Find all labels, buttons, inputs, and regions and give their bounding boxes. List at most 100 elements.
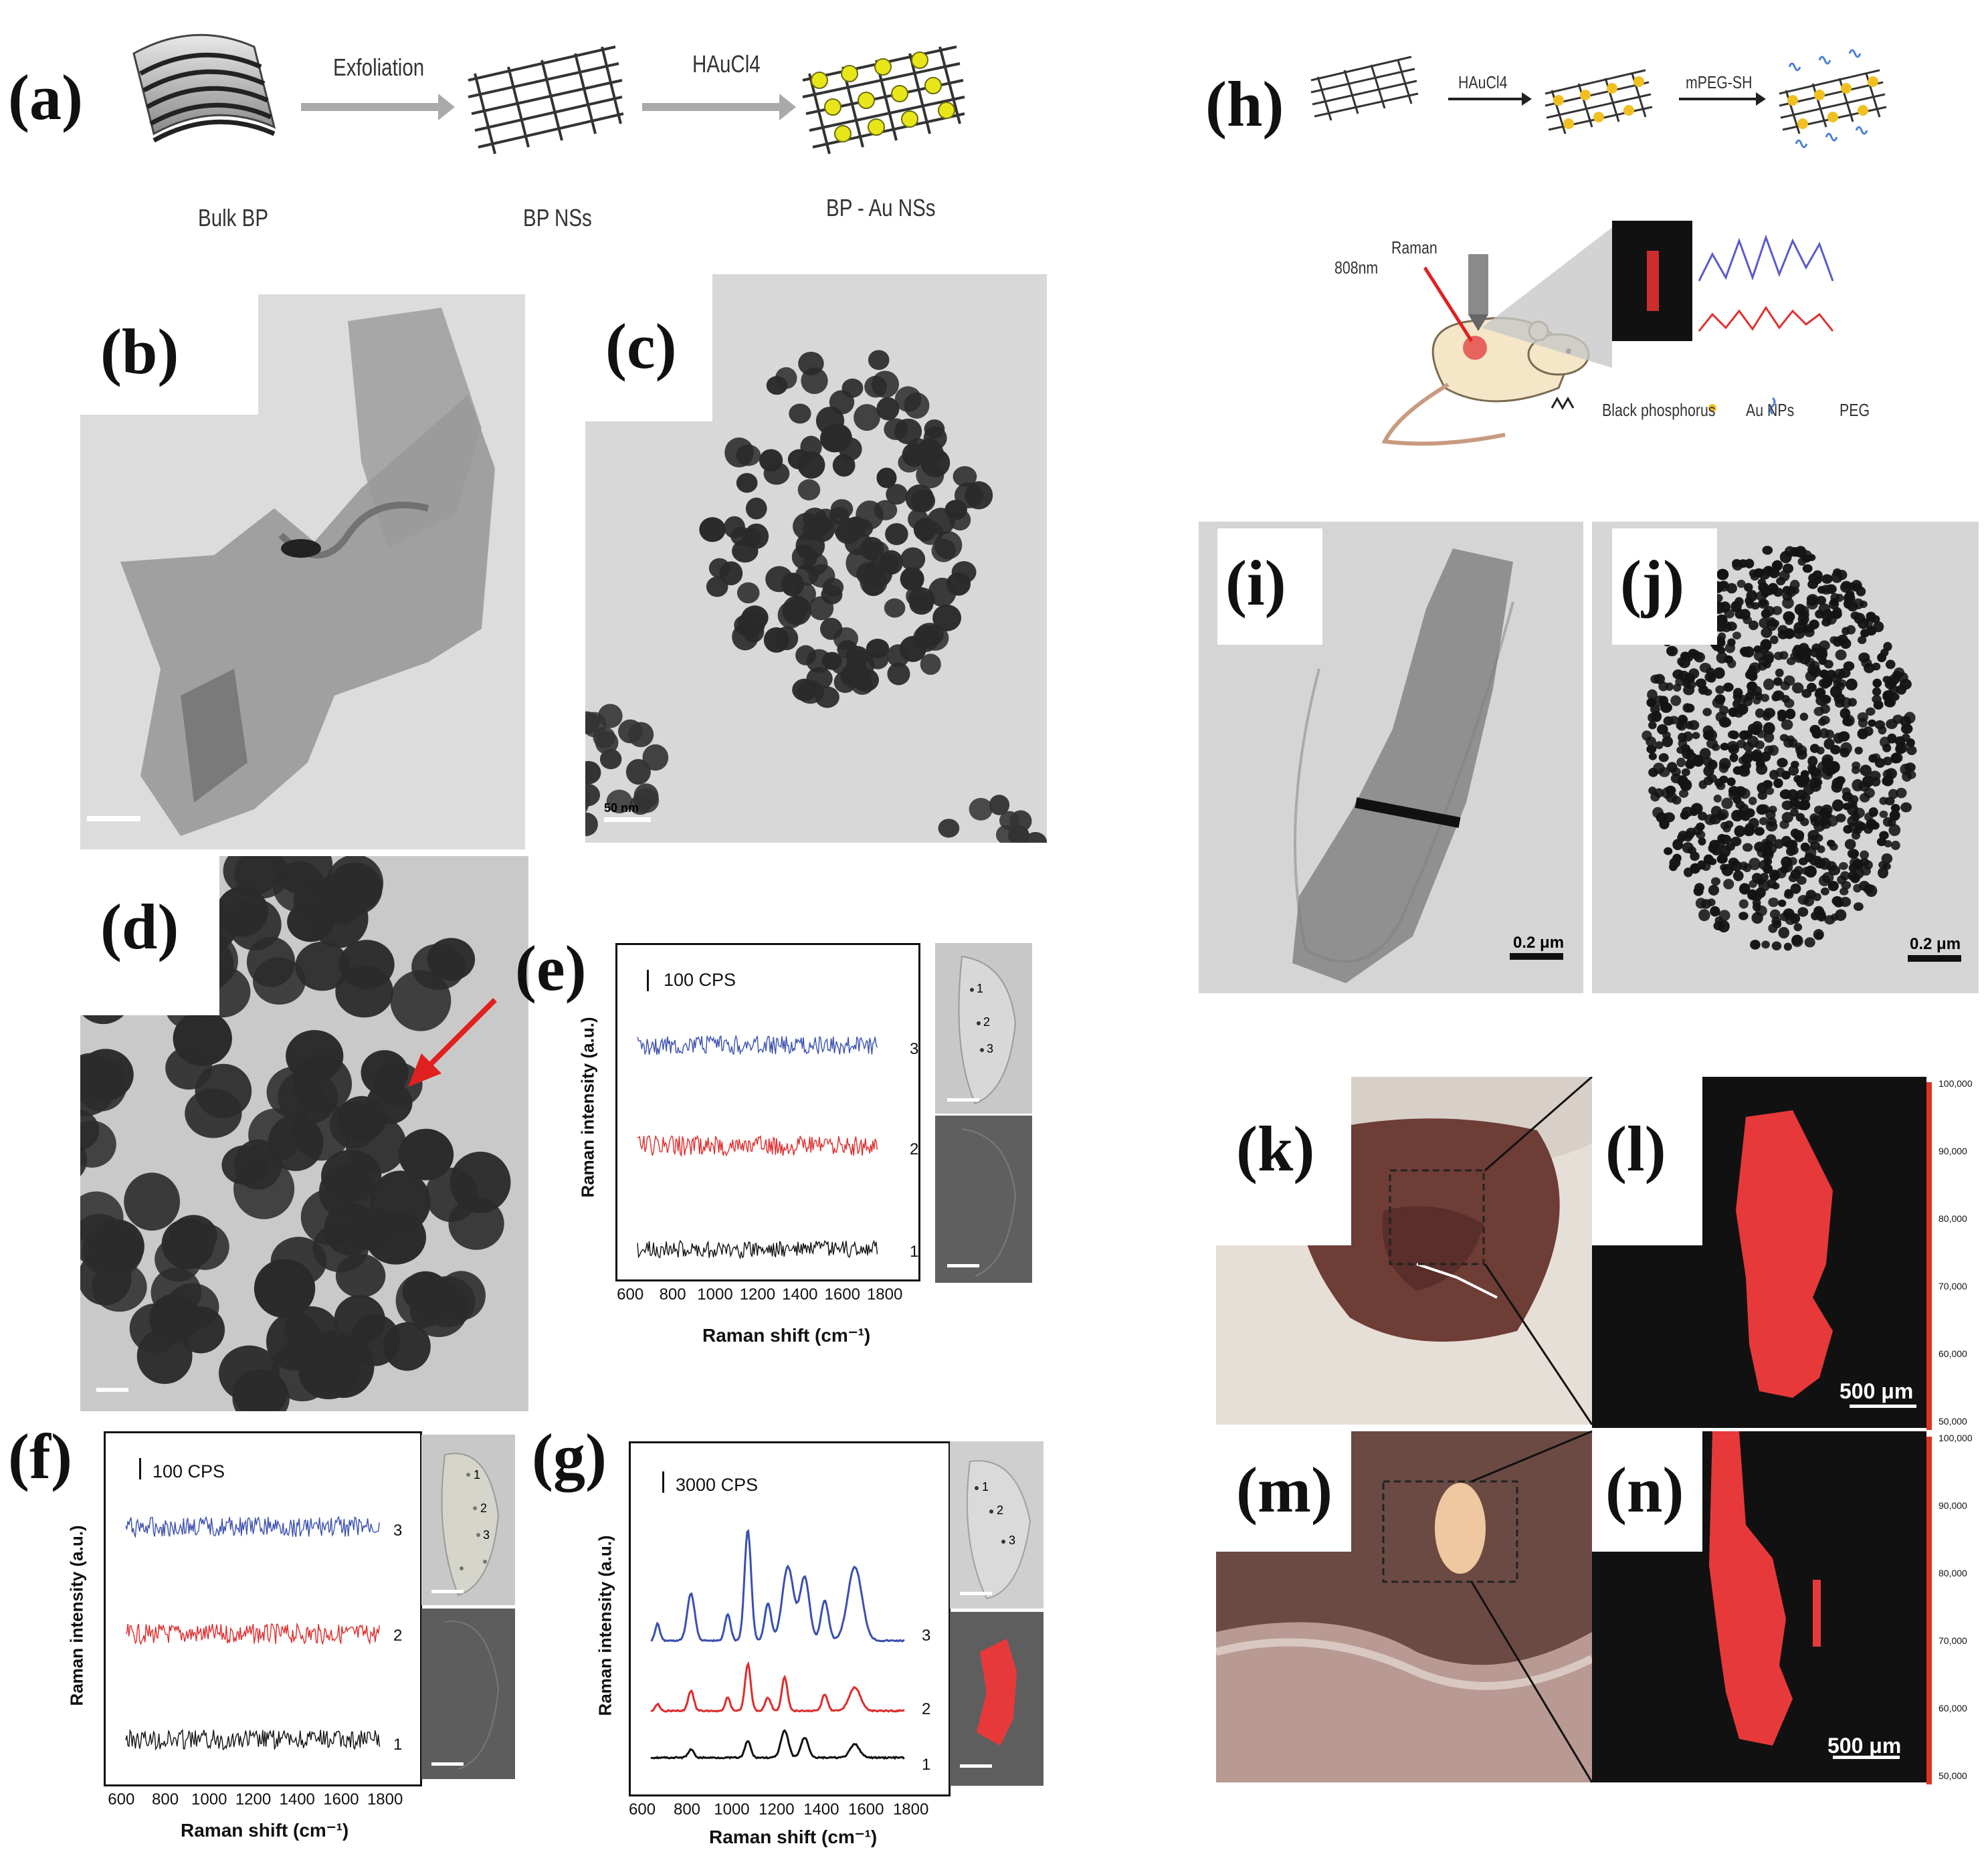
x-tick-label: 1600 xyxy=(824,1285,860,1304)
x-tick-label: 1400 xyxy=(279,1790,315,1809)
cell-image-e-dark xyxy=(935,1116,1032,1283)
nanoparticle xyxy=(1696,830,1706,839)
nanoparticle xyxy=(1829,636,1839,644)
nanoparticle xyxy=(1730,730,1739,740)
panel-label-k: (k) xyxy=(1216,1077,1351,1245)
raman-trace xyxy=(637,1034,878,1055)
scale-label-n: 500 μm xyxy=(1827,1734,1902,1758)
nanoparticle xyxy=(1724,820,1734,829)
nanoparticle xyxy=(1842,787,1851,796)
nanoparticle xyxy=(1835,909,1847,921)
nanoparticle xyxy=(350,1314,401,1366)
cell-point-f-2: 2 xyxy=(480,1502,488,1515)
nanoparticle xyxy=(1648,752,1657,760)
nanoparticle xyxy=(885,523,908,546)
nanoparticle xyxy=(856,500,884,530)
nanoparticle xyxy=(928,577,957,607)
x-tick-label: 1800 xyxy=(892,1800,929,1819)
nanoparticle xyxy=(1840,896,1852,908)
nanoparticle xyxy=(1763,722,1775,735)
nanoparticle xyxy=(1777,629,1789,639)
nanoparticle xyxy=(1685,720,1694,730)
nanoparticle xyxy=(365,1210,427,1265)
trace-label-e-3: 3 xyxy=(910,1040,919,1058)
nanoparticle xyxy=(1023,831,1047,843)
nanoparticle xyxy=(1748,889,1757,899)
nanoparticle xyxy=(1648,698,1657,707)
cell-image-f-bright: 1 2 3 xyxy=(421,1435,515,1605)
raman-trace xyxy=(650,1661,905,1713)
colorbar-tick-label: 100,000 xyxy=(1939,1078,1973,1089)
panel-label-e: (e) xyxy=(515,932,587,1004)
nanoparticle xyxy=(1751,602,1760,610)
trace-label-f-2: 2 xyxy=(393,1627,403,1645)
nanoparticle xyxy=(1759,872,1769,882)
nanoparticle xyxy=(945,500,967,520)
label-bp-au-nss: BP - Au NSs xyxy=(826,194,936,221)
nanoparticle xyxy=(173,1011,232,1066)
nanoparticle xyxy=(1664,847,1673,855)
nanoparticle xyxy=(1786,735,1795,743)
nanoparticle xyxy=(1819,704,1831,714)
nanoparticle xyxy=(1770,635,1779,645)
nanoparticle xyxy=(1748,797,1757,805)
nanoparticle xyxy=(1802,625,1811,633)
nanoparticle xyxy=(1759,646,1769,655)
x-tick-label: 1600 xyxy=(323,1790,359,1809)
nanoparticle xyxy=(1773,677,1783,686)
bp-au-nanosheets-illustration xyxy=(802,45,965,154)
nanoparticle xyxy=(1803,783,1815,795)
nanoparticle xyxy=(1809,724,1821,735)
nanoparticle xyxy=(1723,878,1734,890)
nanoparticle xyxy=(1866,625,1877,636)
nanoparticle xyxy=(1690,863,1700,874)
nanoparticle xyxy=(1751,686,1763,696)
nanoparticle xyxy=(1670,695,1682,706)
colorbar-tick-label: 80,000 xyxy=(1939,1568,1967,1578)
label-h-laser: 808nm xyxy=(1334,257,1379,278)
nanoparticle xyxy=(1763,678,1775,690)
colorbar-tick-label: 80,000 xyxy=(1939,1213,1967,1224)
x-tick-label: 1800 xyxy=(367,1790,403,1809)
panel-label-b: (b) xyxy=(80,281,258,415)
x-tick-label: 1000 xyxy=(697,1285,733,1304)
nanoparticle xyxy=(398,1128,454,1180)
ylabel-g: Raman intensity (a.u.) xyxy=(595,1535,615,1716)
nanoparticle xyxy=(1716,652,1728,664)
nanoparticle xyxy=(1821,574,1833,584)
nanoparticle xyxy=(1807,766,1817,775)
nanoparticle xyxy=(1840,887,1849,896)
nanoparticle xyxy=(1853,884,1862,893)
nanoparticle xyxy=(606,789,633,814)
nanoparticle xyxy=(1874,720,1886,730)
cell-point-e-2: 2 xyxy=(983,1015,991,1029)
trace-label-e-2: 2 xyxy=(910,1140,919,1158)
nanoparticle xyxy=(1817,718,1827,726)
nanoparticle xyxy=(1820,887,1829,896)
nanoparticle xyxy=(1783,611,1795,623)
nanoparticle xyxy=(1690,803,1703,815)
nanoparticle xyxy=(1680,779,1692,791)
panel-label-n: (n) xyxy=(1592,1431,1702,1552)
label-h-haucl4: HAuCl4 xyxy=(1458,72,1508,92)
nanoparticle xyxy=(1662,731,1671,739)
nanoparticle xyxy=(1791,934,1803,946)
zoom-lines xyxy=(1470,1077,1593,1783)
nanoparticle xyxy=(1666,762,1678,772)
nanoparticle xyxy=(1783,942,1793,951)
nanoparticle xyxy=(1877,653,1887,663)
nanoparticle xyxy=(1666,792,1678,803)
nanoparticle xyxy=(1759,817,1769,825)
nanoparticle xyxy=(1868,754,1878,763)
nanoparticle xyxy=(1830,593,1840,603)
nanoparticle xyxy=(1695,678,1706,688)
nanoparticle xyxy=(1698,909,1710,922)
scale-label-i: 0.2 μm xyxy=(1513,934,1565,952)
nanoparticle xyxy=(1655,741,1664,750)
nanoparticle xyxy=(1807,554,1816,561)
nanoparticle xyxy=(1878,867,1889,879)
nanoparticle xyxy=(80,1191,124,1244)
nanoparticle xyxy=(1878,861,1888,869)
nanoparticle xyxy=(1738,899,1749,909)
nanoparticle xyxy=(1684,704,1695,713)
